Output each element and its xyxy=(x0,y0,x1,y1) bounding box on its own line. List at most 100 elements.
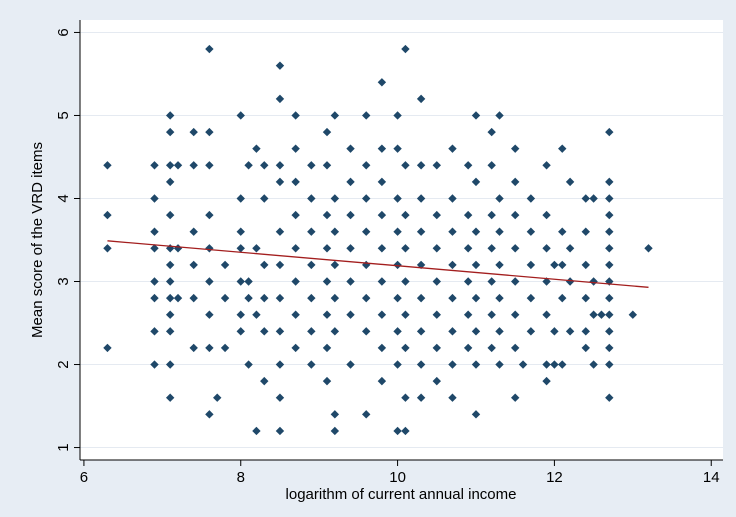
data-point xyxy=(291,244,300,253)
data-point xyxy=(605,277,614,286)
data-point xyxy=(236,194,245,203)
data-point xyxy=(393,260,402,270)
data-point xyxy=(362,111,371,120)
data-point xyxy=(644,244,653,253)
data-point xyxy=(448,194,457,203)
y-tick-label: 5 xyxy=(55,111,72,119)
data-point xyxy=(628,310,638,319)
data-points xyxy=(103,44,653,436)
data-point xyxy=(291,310,300,319)
data-point xyxy=(542,277,551,286)
data-point xyxy=(432,244,441,253)
data-point xyxy=(189,227,198,236)
data-point xyxy=(471,360,481,369)
data-point xyxy=(393,144,402,153)
data-point xyxy=(275,177,285,187)
data-point xyxy=(252,244,261,253)
data-point xyxy=(511,210,520,220)
data-point xyxy=(150,244,159,253)
data-point xyxy=(205,127,214,137)
data-point xyxy=(291,111,300,120)
data-point xyxy=(362,227,371,236)
data-point xyxy=(526,293,536,303)
data-point xyxy=(307,161,316,170)
data-point xyxy=(330,327,340,336)
data-point xyxy=(487,244,496,253)
data-point xyxy=(432,277,441,286)
data-point xyxy=(511,144,520,153)
data-point xyxy=(597,310,606,319)
data-point xyxy=(565,327,575,336)
y-tick-label: 4 xyxy=(55,194,72,202)
data-point xyxy=(275,61,285,70)
data-point xyxy=(542,360,551,369)
y-tick-label: 3 xyxy=(55,277,72,285)
data-point xyxy=(605,227,614,236)
data-point xyxy=(377,343,387,353)
data-point xyxy=(275,393,285,402)
data-point xyxy=(362,194,371,203)
data-point xyxy=(322,343,332,353)
data-point xyxy=(322,127,332,137)
data-point xyxy=(165,177,175,187)
data-point xyxy=(542,244,551,253)
data-point xyxy=(401,393,410,402)
data-point xyxy=(487,310,496,319)
data-point xyxy=(189,293,198,303)
data-point xyxy=(330,293,340,303)
data-point xyxy=(565,177,575,187)
data-point xyxy=(463,244,473,253)
data-point xyxy=(205,161,214,170)
data-point xyxy=(165,127,175,137)
data-point xyxy=(393,111,402,120)
data-point xyxy=(401,210,410,220)
data-point xyxy=(495,327,504,336)
data-point xyxy=(448,260,457,270)
data-point xyxy=(401,244,410,253)
x-tick-label: 8 xyxy=(237,469,245,486)
data-point xyxy=(416,360,426,369)
data-point xyxy=(401,426,410,436)
data-point xyxy=(558,260,567,270)
data-point xyxy=(150,227,159,236)
data-point xyxy=(205,310,214,319)
data-point xyxy=(362,327,371,336)
data-point xyxy=(416,227,426,236)
data-point xyxy=(605,127,614,137)
data-point xyxy=(589,277,598,286)
x-tick-label: 6 xyxy=(80,469,88,486)
data-point xyxy=(542,310,551,319)
data-point xyxy=(150,194,159,203)
data-point xyxy=(377,78,387,87)
data-point xyxy=(244,360,253,369)
data-point xyxy=(495,293,504,303)
data-point xyxy=(189,127,198,137)
y-axis-title: Mean score of the VRD items xyxy=(29,142,46,338)
data-point xyxy=(589,310,598,319)
data-point xyxy=(605,194,614,203)
data-point xyxy=(495,260,504,270)
data-point xyxy=(463,210,473,220)
data-point xyxy=(511,177,520,187)
data-point xyxy=(581,194,590,203)
data-point xyxy=(432,210,441,220)
data-point xyxy=(448,393,457,402)
data-point xyxy=(307,327,316,336)
data-point xyxy=(330,111,340,120)
data-point xyxy=(558,293,567,303)
data-point xyxy=(322,310,332,319)
data-point xyxy=(150,327,159,336)
data-point xyxy=(346,360,355,369)
data-point xyxy=(330,227,340,236)
data-point xyxy=(165,277,175,286)
data-point xyxy=(236,277,245,286)
data-point xyxy=(236,227,245,236)
data-point xyxy=(275,293,285,303)
data-point xyxy=(393,293,402,303)
data-point xyxy=(550,327,559,336)
data-point xyxy=(605,244,614,253)
data-point xyxy=(448,144,457,153)
data-point xyxy=(448,227,457,236)
data-point xyxy=(322,277,332,286)
